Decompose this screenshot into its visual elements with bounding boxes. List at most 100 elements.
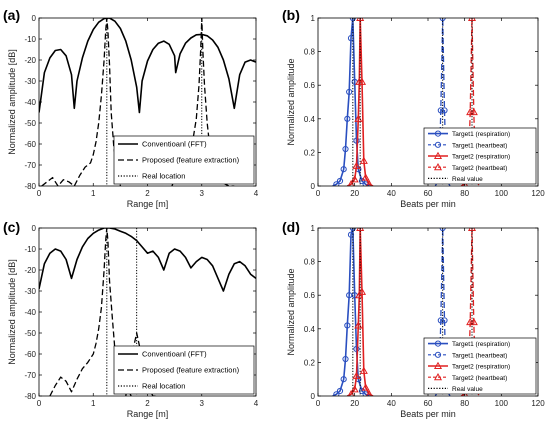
legend-label-a-2: Real location (142, 172, 185, 181)
legend-d: Target1 (respiration) Target1 (heartbeat)… (423, 337, 537, 395)
series-d-1-point-3 (439, 228, 446, 232)
xtick-label-d-4: 80 (460, 399, 469, 408)
series-b-0-point-5 (344, 115, 351, 122)
panel-b: 0 20 40 60 80 100 120 0 0.2 0.4 0.6 0.8 1 Beats per m… (282, 7, 545, 209)
series-b-0-line-0 (332, 18, 370, 186)
series-d-2-point-2 (350, 385, 359, 393)
xtick-label-c-3: 3 (200, 399, 205, 408)
xtick-label-c-0: 0 (37, 399, 42, 408)
series-b-2-point-10 (366, 180, 373, 186)
legend-label-d-0: Target1 (respiration) (452, 341, 510, 348)
legend-marker-b-1 (434, 141, 442, 148)
legend-label-b-1: Target1 (heartbeat) (452, 142, 507, 149)
xtick-label-c-4: 4 (254, 399, 259, 408)
ytick-label-a-7: -70 (24, 161, 36, 170)
ytick-label-d-1: 0.2 (304, 358, 316, 367)
ytick-label-b-4: 0.8 (304, 48, 316, 57)
xtick-label-d-1: 20 (350, 399, 359, 408)
legend-marker-b-0 (434, 130, 442, 137)
series-d-2-point-8 (359, 366, 368, 374)
ytick-label-c-0: 0 (32, 224, 37, 233)
ytick-label-d-2: 0.4 (304, 325, 316, 334)
series-c-1-line-0 (49, 228, 132, 396)
ytick-label-a-0: 0 (32, 14, 37, 23)
xtick-label-b-0: 0 (316, 189, 321, 198)
series-b-2-point-6 (356, 18, 365, 22)
series-b-2-point-8 (359, 156, 368, 164)
ytick-label-d-4: 0.8 (304, 258, 316, 267)
series-d-0-point-8 (349, 228, 356, 232)
xtick-label-c-1: 1 (91, 399, 96, 408)
legend-marker-b-3 (433, 162, 443, 171)
ytick-label-a-6: -60 (24, 140, 36, 149)
series-b-1-point-4 (441, 107, 448, 114)
ytick-label-b-2: 0.4 (304, 115, 316, 124)
xtick-label-d-3: 60 (424, 399, 433, 408)
ytick-label-a-3: -30 (24, 77, 36, 86)
ytick-label-b-3: 0.6 (304, 81, 316, 90)
xtick-label-a-1: 1 (91, 189, 96, 198)
xtick-label-b-6: 120 (531, 189, 545, 198)
series-d-3-point-4 (467, 228, 477, 232)
xtick-label-b-1: 20 (350, 189, 359, 198)
xtick-label-b-2: 40 (387, 189, 396, 198)
xtick-label-a-2: 2 (145, 189, 150, 198)
xtick-label-b-3: 60 (424, 189, 433, 198)
series-d-2-point-6 (356, 228, 365, 232)
xtick-label-b-5: 100 (495, 189, 509, 198)
ytick-label-d-5: 1 (311, 224, 316, 233)
panel-c: 0 1 2 3 4 0 -10 -20 -30 -40 -50 -60 -70 -80 Range [m] N… (3, 219, 259, 419)
legend-label-c-0: Conventioanl (FFT) (142, 350, 207, 359)
series-d-0-point-3 (340, 376, 347, 383)
series-d-3-point-5 (469, 317, 478, 326)
ytick-label-c-6: -60 (24, 350, 36, 359)
ytick-label-a-8: -80 (24, 182, 36, 191)
xtick-label-a-0: 0 (37, 189, 42, 198)
series-d-0-point-4 (342, 355, 349, 363)
xtick-label-d-6: 120 (531, 399, 545, 408)
ytick-label-c-3: -30 (24, 287, 36, 296)
series-b-0-point-12 (358, 177, 366, 185)
ytick-label-d-3: 0.6 (304, 291, 316, 300)
series-d-2-point-9 (361, 383, 370, 391)
series-b-1-point-3 (439, 18, 446, 22)
legend-marker-d-2 (433, 361, 443, 370)
series-b-2-point-2 (350, 175, 359, 183)
y-axis-label-b: Normalized amplitude (286, 58, 296, 145)
series-b-0-point-3 (340, 166, 347, 173)
series-d-1-point-4 (441, 317, 448, 324)
legend-a: Conventioanl (FFT) Proposed (feature extr… (113, 135, 255, 185)
series-d-1-point-2 (437, 317, 444, 324)
legend-label-b-3: Target2 (heartbeat) (452, 165, 507, 172)
ytick-label-c-5: -50 (24, 329, 36, 338)
y-axis-label-d: Normalized amplitude (286, 268, 296, 355)
legend-label-b-4: Real value (452, 176, 483, 183)
series-a-0-line-0 (39, 18, 256, 114)
series-b-0-point-8 (349, 18, 356, 22)
x-axis-label-b: Beats per min (400, 199, 456, 209)
xtick-label-a-3: 3 (200, 189, 205, 198)
xtick-label-b-4: 80 (460, 189, 469, 198)
ytick-label-a-5: -50 (24, 119, 36, 128)
series-a-1-line-0 (41, 18, 122, 186)
series-d-2-point-4 (354, 321, 363, 329)
series-d-0-point-13 (362, 391, 369, 396)
series-d-0-point-10 (353, 345, 360, 353)
xtick-label-c-2: 2 (145, 399, 150, 408)
panel-label-a: (a) (3, 7, 20, 23)
ytick-label-c-4: -40 (24, 308, 36, 317)
series-b-0-point-6 (346, 88, 353, 96)
ytick-label-c-2: -20 (24, 266, 36, 275)
xtick-label-a-4: 4 (254, 189, 259, 198)
x-axis-label-d: Beats per min (400, 409, 456, 419)
series-b-0-point-4 (342, 145, 349, 153)
x-axis-label-a: Range [m] (127, 199, 169, 209)
panel-a: 0 1 2 3 4 0 -10 -20 -30 -40 -50 -60 -70 -80 Range [m] N… (3, 7, 259, 209)
legend-label-c-2: Real location (142, 382, 185, 391)
legend-label-d-2: Target2 (respiration) (452, 364, 510, 371)
panel-d: 0 20 40 60 80 100 120 0 0.2 0.4 0.6 0.8 1 Beats per m… (282, 219, 545, 419)
ytick-label-c-8: -80 (24, 392, 36, 401)
series-d-0-point-1 (333, 391, 340, 396)
legend-marker-d-3 (433, 372, 443, 381)
